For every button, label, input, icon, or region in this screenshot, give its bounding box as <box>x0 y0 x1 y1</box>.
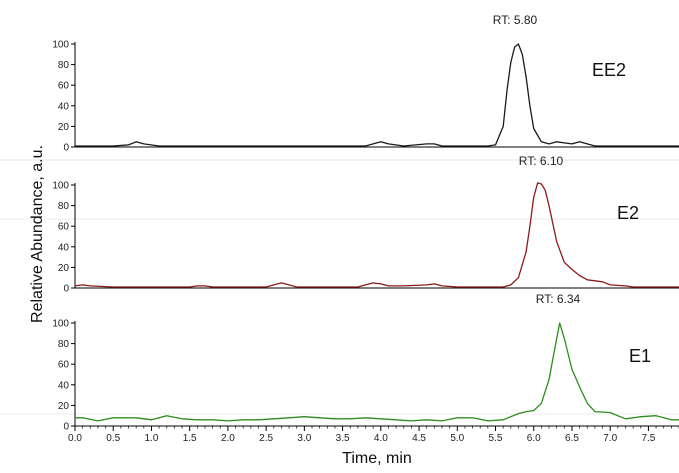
x-tick-label: 7.5 <box>641 433 655 444</box>
x-tick-label: 6.0 <box>527 433 541 444</box>
peak-rt-label: RT: 5.80 <box>493 13 538 27</box>
y-axis-title: Relative Abundance, a.u. <box>29 145 46 323</box>
x-tick-label: 7.0 <box>603 433 617 444</box>
x-tick-label: 6.5 <box>565 433 579 444</box>
y-tick-label: 20 <box>58 122 70 133</box>
x-tick-label: 3.5 <box>336 433 350 444</box>
y-tick-label: 80 <box>58 201 70 212</box>
y-tick-label: 0 <box>63 284 69 295</box>
series-line-ee2 <box>75 43 679 147</box>
y-tick-label: 60 <box>58 81 70 92</box>
x-tick-label: 1.5 <box>183 433 197 444</box>
x-tick-label: 5.0 <box>450 433 464 444</box>
y-tick-label: 0 <box>63 143 69 154</box>
y-tick-label: 40 <box>58 101 70 112</box>
compound-label-e1: E1 <box>629 346 651 366</box>
x-axis-title: Time, min <box>342 450 412 467</box>
y-tick-label: 80 <box>58 339 70 350</box>
compound-label-ee2: EE2 <box>592 60 626 80</box>
x-tick-label: 4.5 <box>412 433 426 444</box>
y-tick-label: 60 <box>58 360 70 371</box>
series-line-e2 <box>74 182 679 288</box>
x-tick-label: 0.0 <box>68 433 82 444</box>
y-tick-label: 80 <box>58 60 70 71</box>
x-tick-label: 1.0 <box>145 433 159 444</box>
y-tick-label: 0 <box>63 422 69 433</box>
series-line-e1 <box>75 322 679 422</box>
y-tick-label: 60 <box>58 222 70 233</box>
peak-rt-label: RT: 6.10 <box>519 154 564 168</box>
y-tick-label: 20 <box>58 263 70 274</box>
y-tick-label: 20 <box>58 401 70 412</box>
x-tick-label: 0.5 <box>106 433 120 444</box>
y-tick-label: 100 <box>52 319 69 330</box>
y-tick-label: 40 <box>58 242 70 253</box>
x-tick-label: 2.5 <box>259 433 273 444</box>
peak-rt-label: RT: 6.34 <box>536 292 581 306</box>
y-tick-label: 40 <box>58 380 70 391</box>
compound-label-e2: E2 <box>617 203 639 223</box>
x-tick-label: 3.0 <box>297 433 311 444</box>
x-tick-label: 4.0 <box>374 433 388 444</box>
x-tick-label: 2.0 <box>221 433 235 444</box>
y-tick-label: 100 <box>52 181 69 192</box>
y-tick-label: 100 <box>52 40 69 51</box>
x-tick-label: 5.5 <box>489 433 503 444</box>
